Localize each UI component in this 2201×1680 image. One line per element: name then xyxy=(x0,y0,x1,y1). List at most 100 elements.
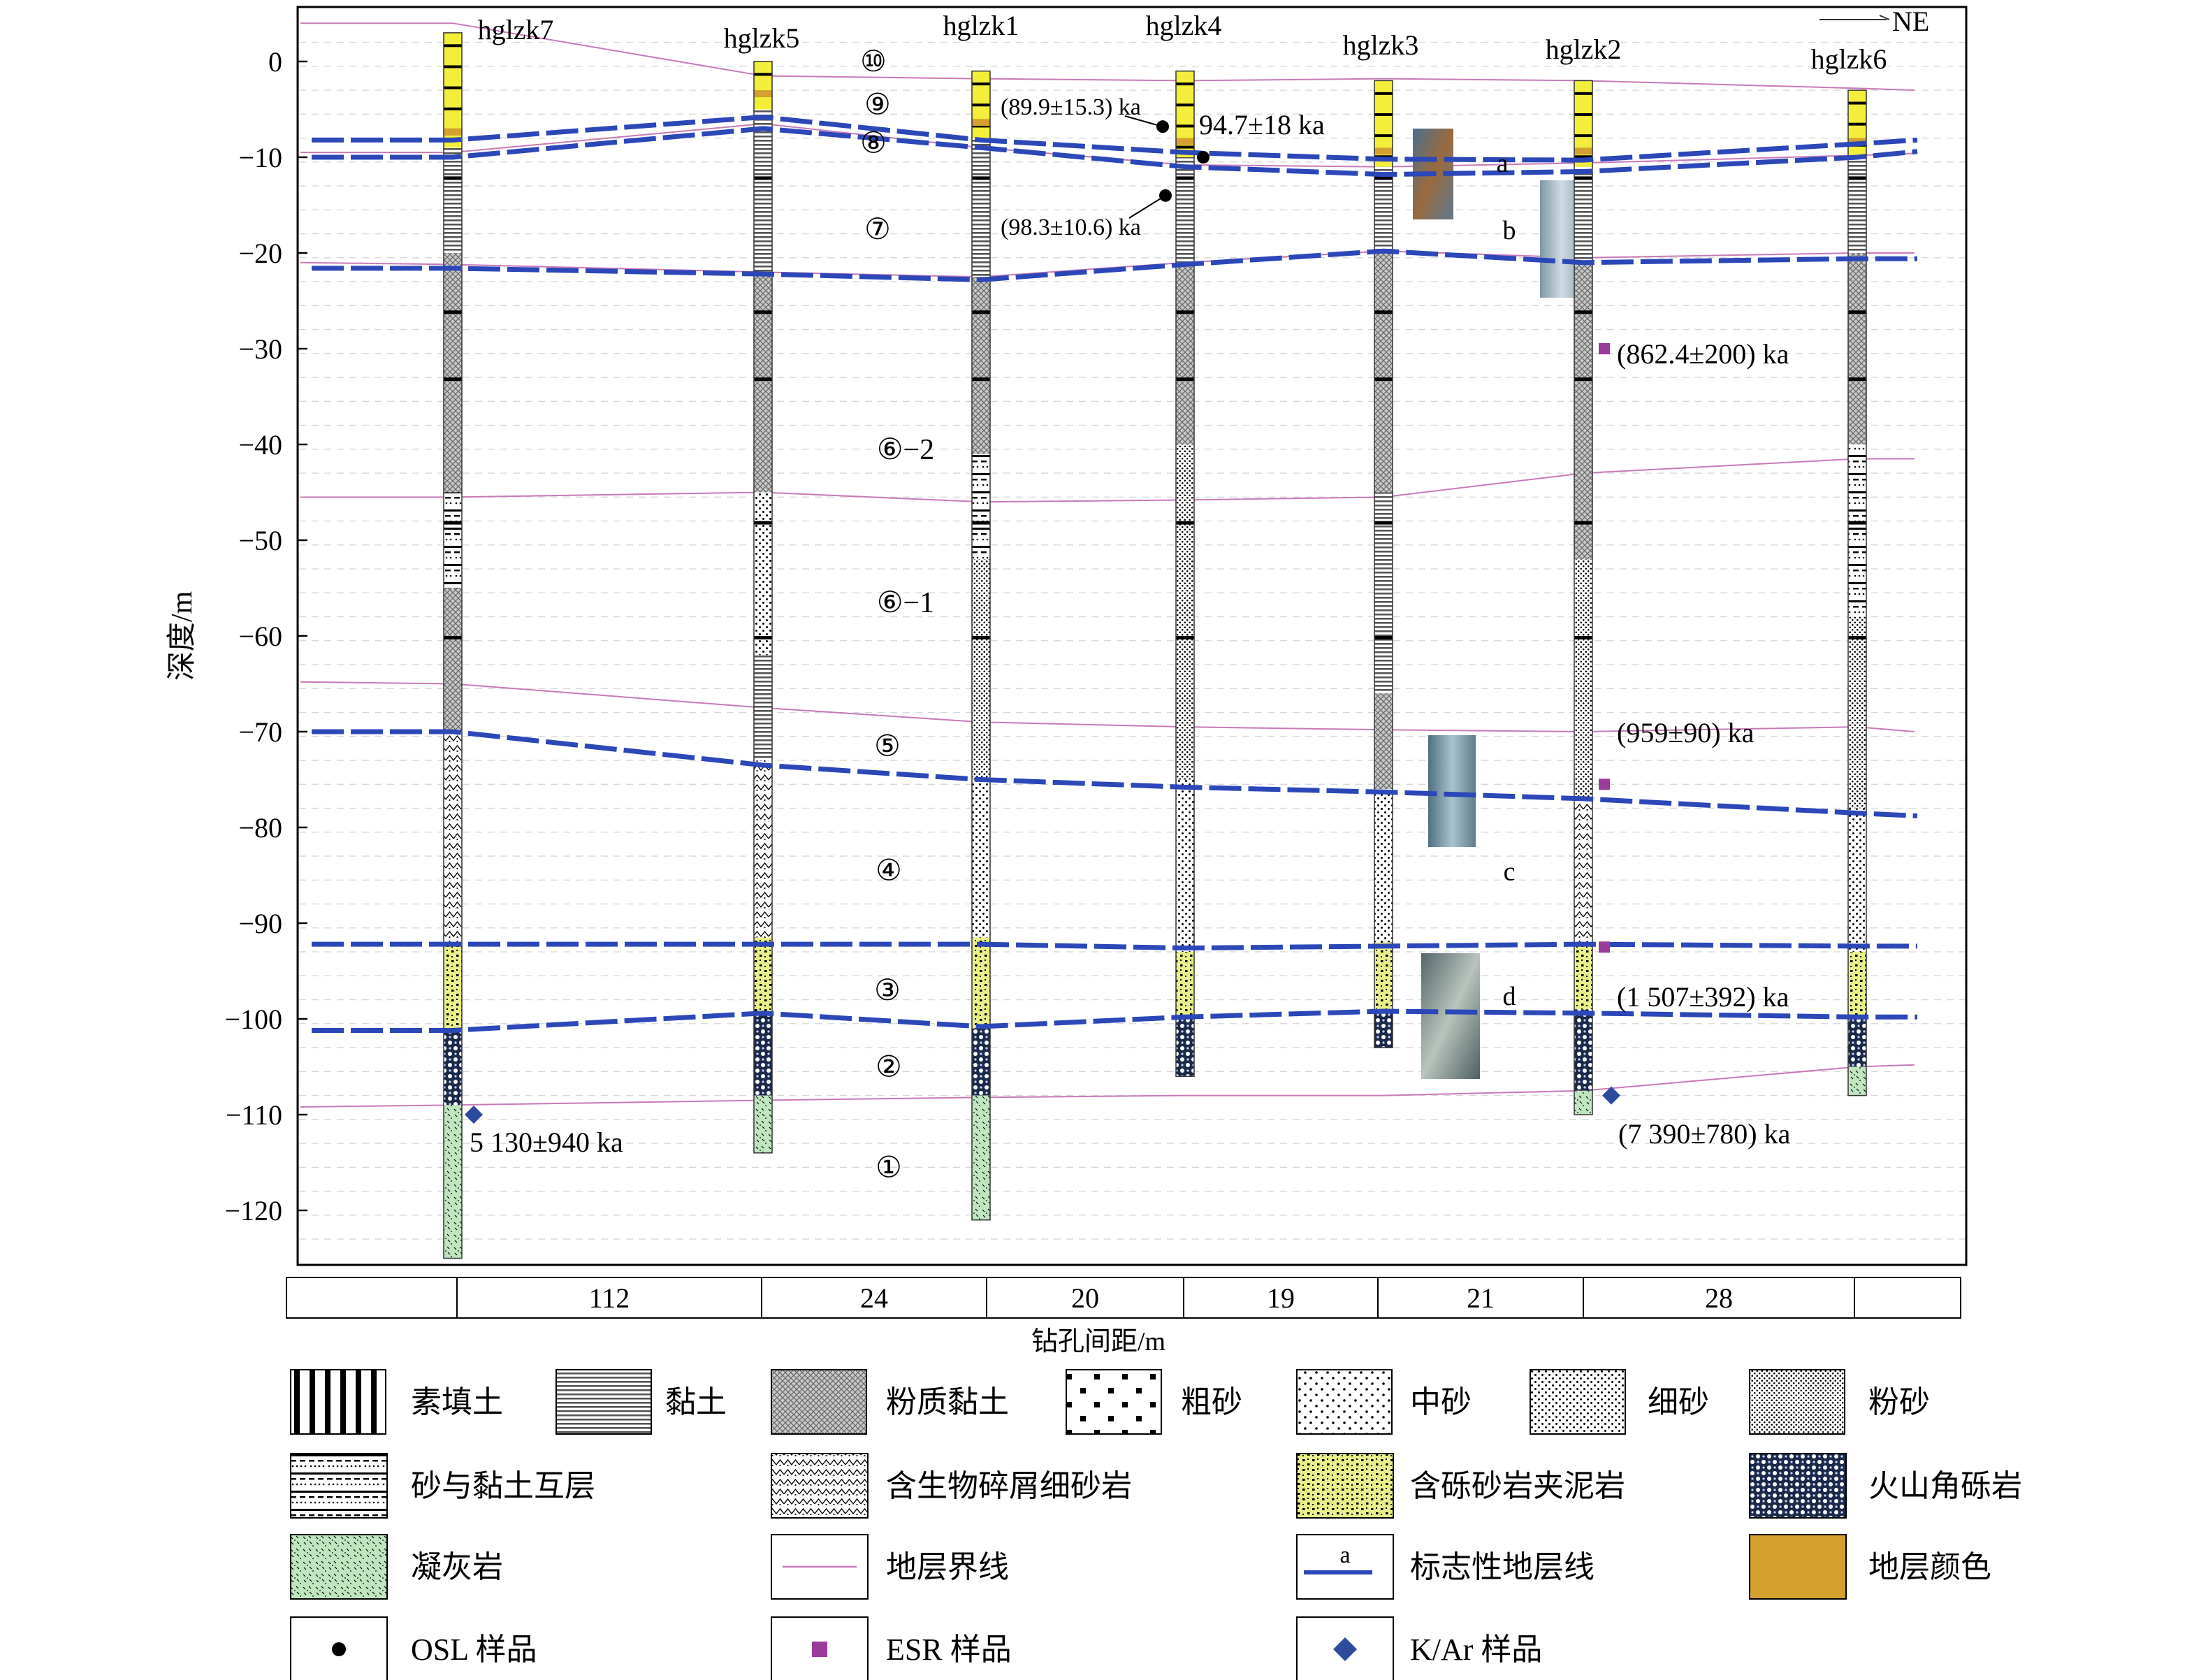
esr-sample-marker xyxy=(1599,779,1610,790)
layer-band xyxy=(444,636,462,639)
layer-band xyxy=(1374,377,1393,382)
layer-band xyxy=(1848,310,1866,314)
y-tick-label: −90 xyxy=(238,908,282,939)
layer-band xyxy=(1848,176,1866,180)
layer-band xyxy=(1374,521,1393,525)
legend-swatch xyxy=(555,1369,652,1435)
legend-label: 地层界线 xyxy=(886,1550,1009,1584)
layer-band xyxy=(1176,124,1194,128)
layer-band xyxy=(972,176,990,180)
borehole-outline xyxy=(971,70,991,1221)
borehole-layer xyxy=(972,1095,990,1220)
legend-item-tuff: 凝灰岩 xyxy=(290,1534,503,1600)
sample-label: (89.9±15.3) ka xyxy=(1001,94,1141,120)
layer-band xyxy=(972,82,990,86)
legend-label: 粉质黏土 xyxy=(886,1385,1009,1419)
layer-band xyxy=(1374,310,1393,314)
stratum-color-band xyxy=(972,119,990,126)
esr-sample-marker xyxy=(1599,941,1610,953)
sample-label: (7 390±780) ka xyxy=(1618,1118,1791,1150)
layer-band xyxy=(754,521,772,525)
y-axis: 0 −10 −20 −30 −40 −50 −60 −70 −80 −90 −100 −110 −120 xyxy=(224,46,307,1226)
layer-band xyxy=(1176,82,1194,86)
borehole-layer xyxy=(754,492,772,656)
borehole-outline xyxy=(1374,80,1393,1048)
layer-band xyxy=(1574,310,1592,314)
layer-band xyxy=(754,176,772,180)
legend-item-color: 地层颜色 xyxy=(1749,1534,1991,1600)
borehole-layer xyxy=(1848,1019,1866,1067)
legend-item-silt: 粉砂 xyxy=(1749,1369,1930,1435)
borehole-layer xyxy=(1176,444,1194,780)
stratum-color-band xyxy=(754,90,772,98)
borehole-hglzk1 xyxy=(971,70,991,1221)
borehole-layer xyxy=(1574,559,1592,799)
stratum-label: ② xyxy=(876,1052,902,1084)
stratum-label: ⑥−1 xyxy=(877,587,934,619)
legend-item-kar: K/Ar 样品 xyxy=(1296,1616,1542,1680)
layer-band xyxy=(1176,145,1194,149)
layer-band xyxy=(1574,176,1592,180)
borehole-layer xyxy=(444,147,462,253)
stratum-color-band xyxy=(1574,147,1592,155)
sample-leader xyxy=(1124,115,1163,128)
borehole-layer xyxy=(972,1028,990,1096)
layer-band xyxy=(444,521,462,525)
borehole-outline xyxy=(1574,80,1593,1115)
layer-band xyxy=(444,86,462,89)
borehole-name: hglzk4 xyxy=(1146,10,1222,41)
borehole-layer xyxy=(754,937,772,1015)
borehole-layer xyxy=(1374,693,1393,790)
borehole-layer xyxy=(1574,942,1592,1010)
layer-band xyxy=(1574,92,1592,95)
layer-band xyxy=(754,377,772,382)
legend-esr-square xyxy=(812,1642,827,1657)
legend-label: OSL 样品 xyxy=(411,1632,537,1667)
marker-line xyxy=(312,1008,1917,1033)
marker-label: b xyxy=(1503,216,1516,245)
borehole-layer xyxy=(444,1028,462,1106)
layer-band xyxy=(1848,521,1866,525)
depth-gridlines xyxy=(299,41,1965,1240)
spacing-value: 24 xyxy=(860,1282,888,1314)
sample-label: (98.3±10.6) ka xyxy=(1001,215,1141,240)
layer-band xyxy=(444,44,462,48)
layer-band xyxy=(1176,310,1194,314)
spacing-value: 112 xyxy=(589,1282,630,1314)
borehole-layer xyxy=(754,61,772,110)
borehole-layer xyxy=(444,588,462,732)
y-tick-label: −60 xyxy=(238,621,282,652)
borehole-layer xyxy=(444,492,462,588)
legend-swatch xyxy=(1530,1369,1626,1435)
layer-band xyxy=(1374,92,1393,95)
legend-label: 粗砂 xyxy=(1181,1385,1242,1419)
y-tick-label: −120 xyxy=(224,1195,282,1226)
borehole-hglzk3 xyxy=(1374,80,1393,1048)
legend-item-esr: ESR 样品 xyxy=(771,1616,1012,1680)
borehole-name: hglzk7 xyxy=(478,14,554,45)
layer-band xyxy=(1848,101,1866,105)
layer-band xyxy=(1176,377,1194,382)
layer-band xyxy=(972,377,990,382)
layer-band xyxy=(1176,636,1194,639)
borehole-outline xyxy=(443,32,463,1259)
borehole-layer xyxy=(1176,262,1194,444)
borehole-layer xyxy=(972,937,990,1029)
stratum-color-band xyxy=(444,128,462,136)
marker-label: c xyxy=(1504,857,1516,887)
legend-label: 细砂 xyxy=(1648,1385,1709,1419)
layer-band xyxy=(1374,113,1393,116)
borehole-layer xyxy=(1574,1009,1592,1091)
stratum-label: ⑥−2 xyxy=(877,434,934,466)
legend-swatch xyxy=(1296,1453,1394,1519)
borehole-layer xyxy=(1374,942,1393,1010)
layer-band xyxy=(1574,155,1592,159)
legend-swatch xyxy=(290,1453,388,1519)
sample-label: (959±90) ka xyxy=(1617,717,1755,748)
legend-swatch xyxy=(1749,1534,1847,1600)
borehole-layer xyxy=(754,1014,772,1096)
borehole-layer xyxy=(1176,157,1194,263)
borehole-layer xyxy=(972,559,990,780)
orientation-indicator: NE xyxy=(1819,6,1929,37)
